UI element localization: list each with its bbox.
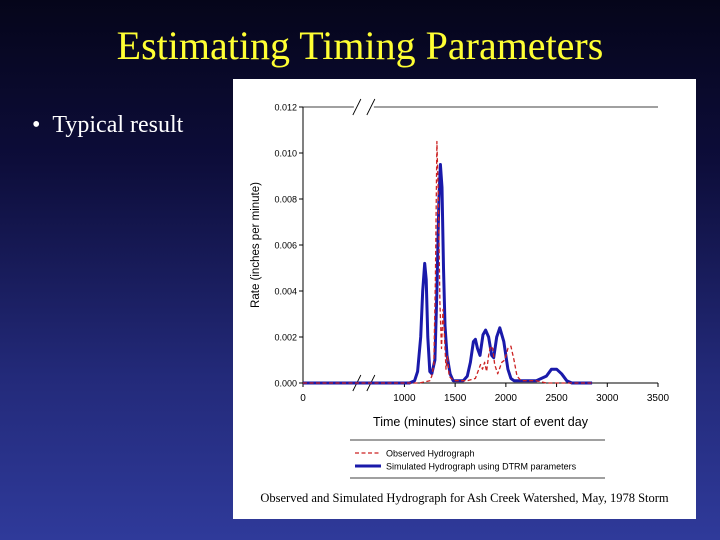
observed-series-line [303, 140, 593, 384]
x-tick-label: 1000 [393, 393, 416, 404]
bullet-text: Typical result [52, 112, 184, 138]
hydrograph-chart: 0.000 0.002 0.004 0.006 0.008 0.010 0.012 0 1000… [250, 98, 670, 479]
chart-caption: Observed and Simulated Hydrograph for As… [260, 491, 669, 505]
y-tick-label: 0.006 [274, 241, 297, 251]
x-tick-label: 1500 [444, 393, 467, 404]
y-tick-label: 0.012 [274, 103, 297, 113]
bullet-item: • Typical result [32, 110, 183, 140]
x-tick-label: 2500 [545, 393, 568, 404]
x-tick-label: 3500 [647, 393, 670, 404]
legend-entry: Simulated Hydrograph using DTRM paramete… [386, 462, 577, 472]
y-axis-label: Rate (inches per minute) [250, 182, 262, 308]
x-tick-label: 3000 [596, 393, 619, 404]
x-tick-label: 0 [300, 393, 306, 404]
y-tick-label: 0.008 [274, 195, 297, 205]
y-tick-label: 0.004 [274, 287, 297, 297]
bullet-dot: • [32, 112, 41, 138]
simulated-series-line [303, 163, 593, 385]
axis-break-mark-top [352, 98, 362, 116]
y-tick-label: 0.010 [274, 149, 297, 159]
slide-title: Estimating Timing Parameters [116, 23, 604, 68]
x-axis-label: Time (minutes) since start of event day [373, 415, 589, 429]
axis-break-gap-top [353, 103, 374, 111]
y-tick-label: 0.002 [274, 333, 297, 343]
x-tick-label: 2000 [495, 393, 518, 404]
y-tick-label: 0.000 [274, 379, 297, 389]
axis-break-mark-top [366, 98, 376, 116]
chart-figure: 0.000 0.002 0.004 0.006 0.008 0.010 0.012 0 1000… [233, 79, 696, 519]
legend-entry: Observed Hydrograph [386, 449, 475, 459]
